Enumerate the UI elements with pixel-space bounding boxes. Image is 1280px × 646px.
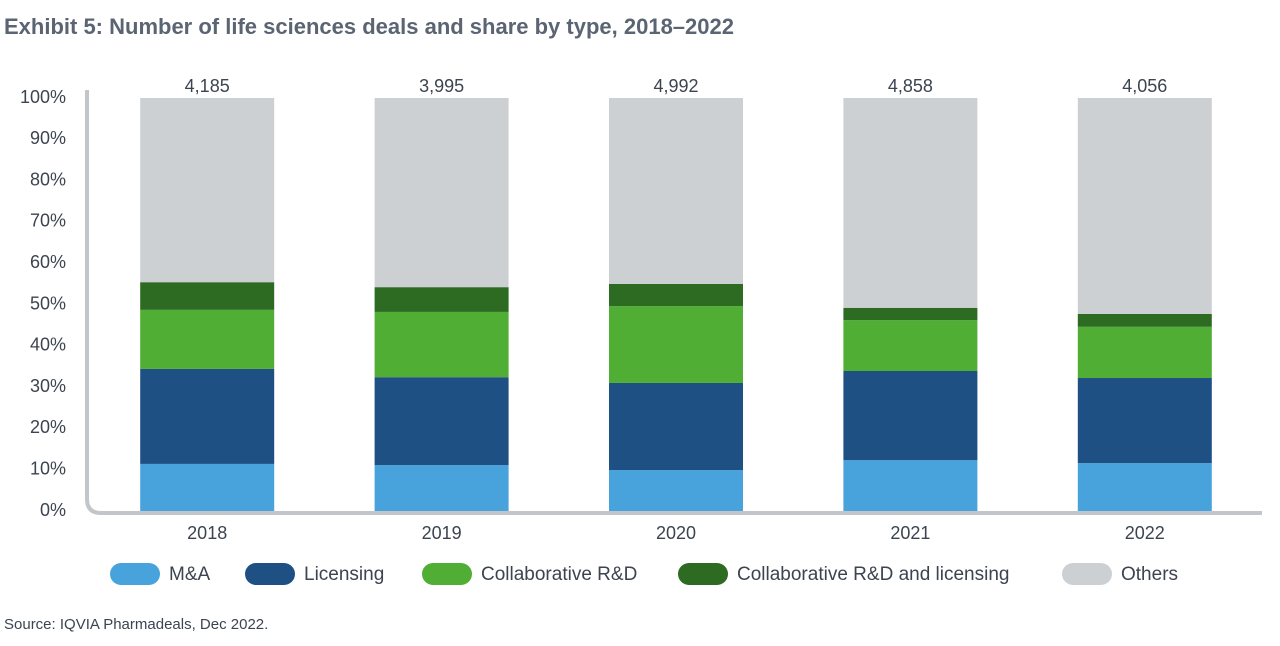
bar-segment	[140, 98, 275, 283]
bar-segment	[140, 282, 275, 310]
axis-line	[85, 90, 1262, 515]
bar-segment	[374, 98, 509, 288]
x-tick-label: 2020	[656, 523, 696, 543]
total-label: 4,858	[888, 76, 933, 96]
bar-segment	[609, 98, 743, 284]
legend-swatch	[110, 563, 160, 585]
y-tick-label: 20%	[30, 417, 66, 437]
total-label: 4,185	[185, 76, 230, 96]
y-tick-label: 80%	[30, 169, 66, 189]
bar-segment	[374, 287, 509, 312]
y-tick-label: 30%	[30, 376, 66, 396]
bar-segment	[374, 311, 509, 378]
bar-segment	[609, 306, 743, 383]
y-tick-label: 40%	[30, 335, 66, 355]
legend-label: Licensing	[304, 564, 384, 585]
legend-swatch	[678, 563, 728, 585]
bar-segment	[609, 470, 743, 511]
legend-swatch	[1062, 563, 1112, 585]
x-tick-label: 2018	[187, 523, 227, 543]
legend-label: Collaborative R&D	[481, 564, 637, 585]
legend-label: Collaborative R&D and licensing	[737, 564, 1009, 585]
total-label: 4,992	[653, 76, 698, 96]
bar-segment	[140, 309, 275, 369]
y-tick-label: 70%	[30, 211, 66, 231]
legend-swatch	[245, 563, 295, 585]
y-tick-label: 10%	[30, 458, 66, 478]
total-label: 3,995	[419, 76, 464, 96]
total-label: 4,056	[1122, 76, 1167, 96]
bar-segment	[374, 465, 509, 511]
y-tick-label: 50%	[30, 293, 66, 313]
source-note: Source: IQVIA Pharmadeals, Dec 2022.	[4, 616, 268, 633]
bar-segment	[843, 307, 978, 321]
chart-title: Exhibit 5: Number of life sciences deals…	[4, 14, 734, 39]
y-tick-label: 90%	[30, 128, 66, 148]
bar-segment	[1077, 313, 1212, 327]
legend-label: Others	[1121, 564, 1178, 585]
x-tick-label: 2022	[1125, 523, 1165, 543]
bar-segment	[1077, 463, 1212, 511]
y-tick-label: 0%	[40, 500, 66, 520]
legend-label: M&A	[169, 564, 211, 585]
y-tick-label: 60%	[30, 252, 66, 272]
bar-segment	[140, 463, 275, 511]
bar-segment	[843, 460, 978, 511]
bar-segment	[609, 382, 743, 471]
bar-segment	[843, 370, 978, 461]
bar-segment	[843, 320, 978, 371]
bar-segment	[1077, 98, 1212, 314]
bar-segment	[140, 368, 275, 464]
bar-segment	[843, 98, 978, 308]
bar-segment	[1077, 378, 1212, 464]
x-tick-label: 2021	[890, 523, 930, 543]
bar-segment	[374, 377, 509, 466]
bar-segment	[1077, 326, 1212, 379]
x-tick-label: 2019	[422, 523, 462, 543]
y-tick-label: 100%	[20, 87, 66, 107]
bar-segment	[609, 283, 743, 307]
legend-swatch	[422, 563, 472, 585]
